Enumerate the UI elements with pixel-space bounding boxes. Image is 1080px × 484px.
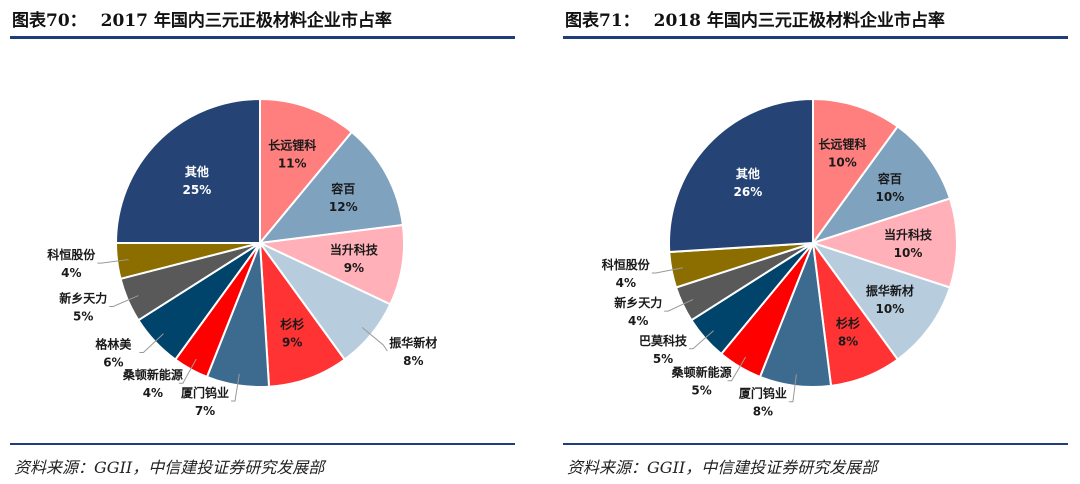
slice-label: 新乡天力 (614, 295, 662, 310)
pie-slice (114, 97, 261, 244)
leader-line (139, 333, 164, 353)
figure-label: 图表71： (565, 11, 640, 31)
slice-percent-label: 4% (61, 266, 81, 280)
slice-label: 长远锂科 (818, 137, 866, 152)
slice-label: 桑顿新能源 (672, 365, 732, 380)
leader-line (651, 267, 683, 274)
leader-line (689, 330, 714, 350)
leader-line (361, 327, 388, 352)
slice-percent-label: 9% (282, 335, 302, 349)
slice-percent-label: 10% (894, 246, 923, 260)
slice-label: 振华新材 (389, 335, 437, 350)
chart-title: 图表70： 2017 年国内三元正极材料企业市占率 (12, 6, 392, 31)
title-divider (10, 36, 515, 39)
slice-label: 巴莫科技 (639, 333, 688, 348)
leader-line (231, 373, 240, 402)
pie-slice (667, 97, 814, 254)
slice-label: 当升科技 (330, 242, 379, 257)
slice-percent-label: 8% (838, 334, 858, 348)
leader-line (178, 358, 197, 384)
pie-slice (810, 241, 952, 361)
slice-label: 科恒股份 (602, 257, 651, 272)
pie-slice (257, 130, 404, 245)
slice-label: 桑顿新能源 (123, 367, 183, 382)
slice-label: 厦门钨业 (739, 386, 787, 401)
pie-slice (809, 197, 958, 289)
slice-percent-label: 8% (753, 405, 773, 419)
slice-percent-label: 5% (653, 352, 673, 366)
slice-percent-label: 9% (344, 261, 364, 275)
slice-percent-label: 10% (828, 156, 857, 170)
slice-percent-label: 7% (195, 404, 215, 418)
source-note: 资料来源：GGII，中信建投证券研究发展部 (14, 458, 325, 477)
slice-label: 容百 (877, 171, 902, 186)
chart-title-text: 2017 年国内三元正极材料企业市占率 (100, 11, 392, 31)
slice-label: 格林美 (95, 337, 132, 352)
slice-percent-label: 10% (876, 190, 905, 204)
slice-percent-label: 6% (103, 356, 123, 370)
slice-label: 振华新材 (866, 283, 914, 298)
pie-slice (259, 97, 354, 246)
chart-title: 图表71： 2018 年国内三元正极材料企业市占率 (565, 6, 945, 31)
slice-percent-label: 5% (691, 384, 711, 398)
pie-slice (812, 97, 900, 247)
slice-label: 容百 (330, 181, 355, 196)
slice-label: 长远锂科 (268, 138, 316, 153)
slice-percent-label: 11% (278, 157, 307, 171)
source-note: 资料来源：GGII，中信建投证券研究发展部 (567, 458, 878, 477)
pie-slice (258, 239, 347, 388)
slice-percent-label: 10% (876, 302, 905, 316)
slice-percent-label: 4% (628, 314, 648, 328)
slice-label: 当升科技 (884, 227, 933, 242)
leader-line (788, 374, 797, 403)
chart-panel-2018: 图表71： 2018 年国内三元正极材料企业市占率 长远锂科 10% 容百 10% 当升科… (563, 0, 1080, 484)
slice-percent-label: 25% (183, 183, 212, 197)
figure-label: 图表70： (12, 11, 87, 31)
source-divider (10, 443, 515, 445)
leader-line (97, 259, 129, 264)
pie-chart-2018: 长远锂科 10% 容百 10% 当升科技 10% 振华新材 10% 杉杉 8% 厦门钨业 8% 桑顿新能… (602, 97, 958, 419)
slice-percent-label: 5% (73, 310, 93, 324)
slice-label: 新乡天力 (59, 291, 107, 306)
slice-label: 厦门钨业 (181, 385, 229, 400)
slice-percent-label: 8% (403, 354, 423, 368)
title-divider (563, 36, 1068, 39)
chart-title-text: 2018 年国内三元正极材料企业市占率 (653, 11, 945, 31)
slice-label: 杉杉 (280, 316, 304, 331)
slice-label: 其他 (736, 166, 760, 181)
slice-percent-label: 12% (329, 200, 358, 214)
slice-label: 其他 (185, 164, 209, 179)
pie-slice (810, 125, 952, 245)
slice-label: 杉杉 (836, 315, 860, 330)
slice-percent-label: 26% (734, 185, 763, 199)
source-divider (563, 443, 1068, 445)
slice-percent-label: 4% (143, 386, 163, 400)
pie-slice (256, 223, 405, 306)
slice-percent-label: 4% (616, 276, 636, 290)
slice-label: 科恒股份 (47, 247, 96, 262)
leader-line (727, 356, 747, 382)
leader-line (109, 295, 139, 307)
leader-line (664, 298, 694, 312)
chart-panel-2017: 图表70： 2017 年国内三元正极材料企业市占率 长远锂科 11% 容百 12% 当升科… (10, 0, 535, 484)
pie-chart-2017: 长远锂科 11% 容百 12% 当升科技 9% 振华新材 8% 杉杉 9% 厦门钨业 7% 桑顿新能源 4… (47, 97, 437, 418)
